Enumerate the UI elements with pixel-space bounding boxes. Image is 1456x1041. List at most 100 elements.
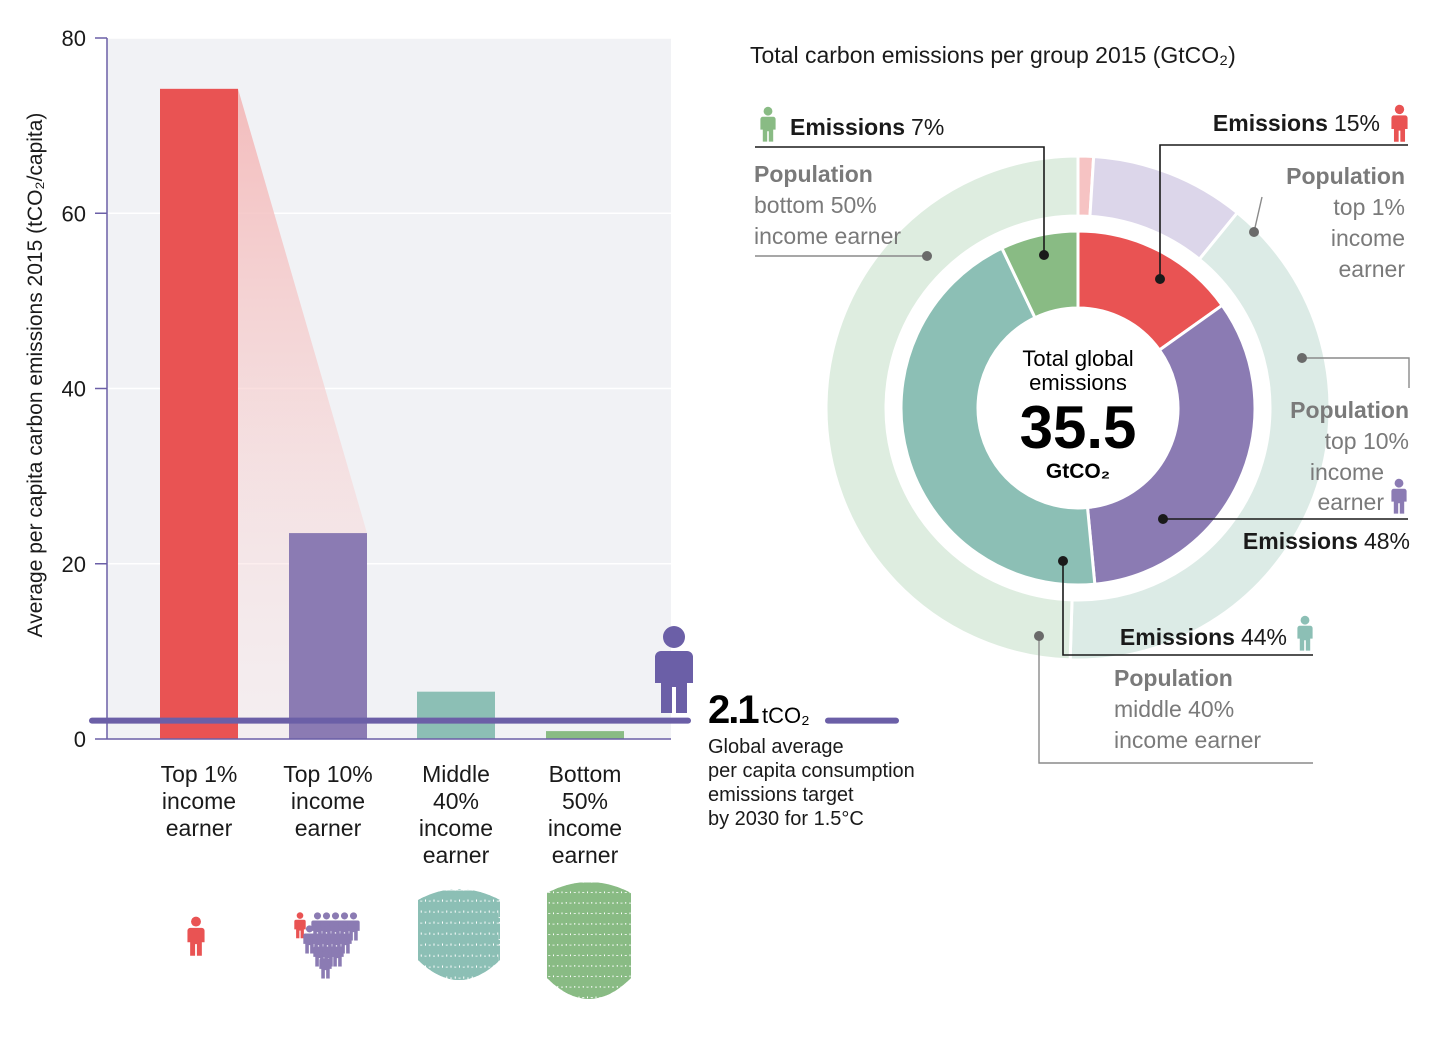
callout-population-line: income earner [1114, 727, 1261, 753]
x-category-label: income [419, 815, 493, 841]
person-icon [1297, 615, 1313, 651]
leader-line [1253, 196, 1263, 233]
emissions-value: 15% [1334, 110, 1380, 136]
callout-population-line: earner [1318, 489, 1385, 515]
bar-top10 [289, 533, 367, 739]
person-icon [553, 991, 563, 999]
person-icon [488, 972, 499, 980]
person-icon [612, 991, 622, 999]
target-note-line: by 2030 for 1.5°C [708, 808, 864, 830]
person-icon [547, 981, 550, 999]
callout-emissions-bottom50: Emissions 7% [790, 114, 944, 140]
leader-dot [1039, 250, 1049, 260]
target-note-line: per capita consumption [708, 760, 915, 782]
person-icon [418, 972, 422, 980]
emissions-value: 7% [911, 114, 944, 140]
person-icon [1391, 104, 1408, 142]
leader-dot [1155, 274, 1165, 284]
y-tick-label: 60 [62, 201, 86, 226]
x-category-label: 50% [562, 788, 608, 814]
x-category-label: income [162, 788, 236, 814]
large-crowd-icon [547, 882, 631, 999]
callout-population-line: top 1% [1333, 194, 1405, 220]
leader-line [1062, 561, 1313, 656]
group-icons [187, 882, 631, 999]
emissions-value: 48% [1364, 528, 1410, 554]
person-icon [561, 991, 571, 999]
leader-dot [1249, 227, 1259, 237]
population-ring [824, 154, 1332, 662]
population-slice-middle40 [1068, 210, 1332, 662]
x-category-label: earner [423, 842, 490, 868]
leader-dot [922, 251, 932, 261]
target-value: 2.1 [708, 688, 759, 732]
callout-population-label: Population [1290, 397, 1409, 423]
emissions-label: Emissions [1243, 528, 1358, 554]
callout-population-label: Population [1114, 665, 1233, 691]
callout-population-line: middle 40% [1114, 696, 1234, 722]
callout-population-line: bottom 50% [754, 192, 877, 218]
bar-top1 [160, 88, 238, 739]
x-category-label: Middle [422, 761, 490, 787]
person-icon [1391, 478, 1407, 514]
callout-population-label: Population [754, 161, 873, 187]
leader-line [1159, 144, 1408, 279]
y-tick-label: 0 [74, 727, 86, 752]
person-icon [480, 972, 490, 980]
donut-title: Total carbon emissions per group 2015 (G… [750, 42, 1236, 68]
x-category-label: earner [295, 815, 362, 841]
x-category-label: 40% [433, 788, 479, 814]
emissions-label: Emissions [1213, 110, 1328, 136]
person-icon [547, 991, 554, 999]
leader-dot [1297, 353, 1307, 363]
callout-population-line: earner [1339, 256, 1406, 282]
leader-dot [1058, 556, 1068, 566]
bars [160, 88, 624, 739]
bar-middle40 [417, 691, 495, 739]
center-unit: GtCO₂ [1046, 460, 1110, 483]
y-tick-label: 80 [62, 26, 86, 51]
center-label-line2: emissions [1029, 370, 1127, 395]
center-label-line1: Total global [1022, 346, 1133, 371]
callout-population-label: Population [1286, 163, 1405, 189]
x-category-label: earner [552, 842, 619, 868]
callout-emissions-top10: Emissions 48% [1243, 528, 1410, 554]
person-icon [760, 106, 776, 142]
callout-population-line: income [1331, 225, 1405, 251]
x-category-label: income [548, 815, 622, 841]
bar-chart: 0 20 40 60 80 Average per capita carbon emis… [24, 26, 915, 868]
x-category-label: earner [166, 815, 233, 841]
x-category-label: income [291, 788, 365, 814]
callout-emissions-middle40: Emissions 44% [1120, 624, 1287, 650]
emissions-ring [899, 229, 1257, 587]
target-note-line: emissions target [708, 784, 854, 806]
person-icon [420, 972, 431, 980]
callout-emissions-top1: Emissions 15% [1213, 110, 1380, 136]
center-value: 35.5 [1020, 394, 1137, 461]
leader-line [1302, 357, 1410, 388]
person-icon [429, 972, 439, 980]
people-group-icon [294, 912, 360, 979]
callout-population-line: income [1310, 459, 1384, 485]
x-category-label: Bottom [549, 761, 622, 787]
leader-line [755, 146, 1045, 255]
y-axis-label: Average per capita carbon emissions 2015… [24, 113, 47, 638]
target-unit: tCO₂ [762, 703, 810, 728]
emissions-label: Emissions [790, 114, 905, 140]
crowd-icon [418, 889, 500, 980]
y-tick-label: 40 [62, 377, 86, 402]
y-tick-label: 20 [62, 552, 86, 577]
donut-chart: Total carbon emissions per group 2015 (G… [750, 42, 1410, 764]
x-category-label: Top 1% [161, 761, 238, 787]
leader-dot [1034, 631, 1044, 641]
leader-dot [1158, 514, 1168, 524]
person-icon [621, 991, 631, 999]
emissions-value: 44% [1241, 624, 1287, 650]
y-ticks: 0 20 40 60 80 [62, 26, 107, 752]
leader-line [1038, 636, 1313, 764]
bar-bottom50 [546, 731, 624, 739]
